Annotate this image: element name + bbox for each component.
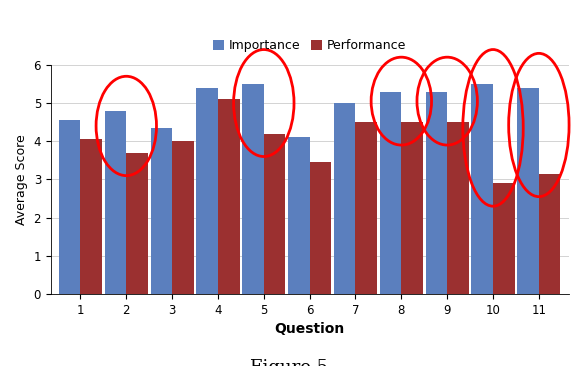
Bar (334, 103, 356, 294)
Bar (493, 183, 515, 294)
Bar (242, 84, 264, 294)
Y-axis label: Average Score: Average Score (15, 134, 28, 225)
Bar (196, 88, 218, 294)
Bar (81, 139, 102, 294)
Bar (401, 122, 423, 294)
Bar (59, 120, 81, 294)
Bar (264, 134, 286, 294)
Text: Figure 5.: Figure 5. (250, 359, 334, 366)
Bar (517, 88, 539, 294)
Bar (288, 137, 310, 294)
Bar (151, 128, 172, 294)
Bar (218, 99, 239, 294)
Bar (380, 92, 401, 294)
X-axis label: Question: Question (274, 322, 345, 336)
Bar (447, 122, 469, 294)
Bar (426, 92, 447, 294)
Bar (172, 141, 194, 294)
Bar (356, 122, 377, 294)
Bar (126, 153, 148, 294)
Legend: Importance, Performance: Importance, Performance (208, 34, 411, 57)
Bar (105, 111, 126, 294)
Bar (471, 84, 493, 294)
Bar (539, 174, 561, 294)
Bar (310, 162, 331, 294)
